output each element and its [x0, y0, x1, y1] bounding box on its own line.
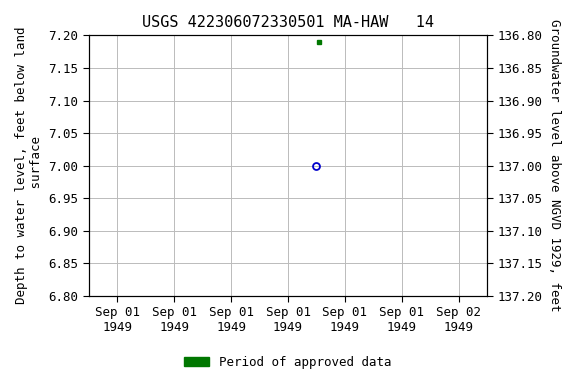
- Y-axis label: Groundwater level above NGVD 1929, feet: Groundwater level above NGVD 1929, feet: [548, 20, 561, 312]
- Y-axis label: Depth to water level, feet below land
 surface: Depth to water level, feet below land su…: [15, 27, 43, 305]
- Legend: Period of approved data: Period of approved data: [179, 351, 397, 374]
- Title: USGS 422306072330501 MA-HAW   14: USGS 422306072330501 MA-HAW 14: [142, 15, 434, 30]
